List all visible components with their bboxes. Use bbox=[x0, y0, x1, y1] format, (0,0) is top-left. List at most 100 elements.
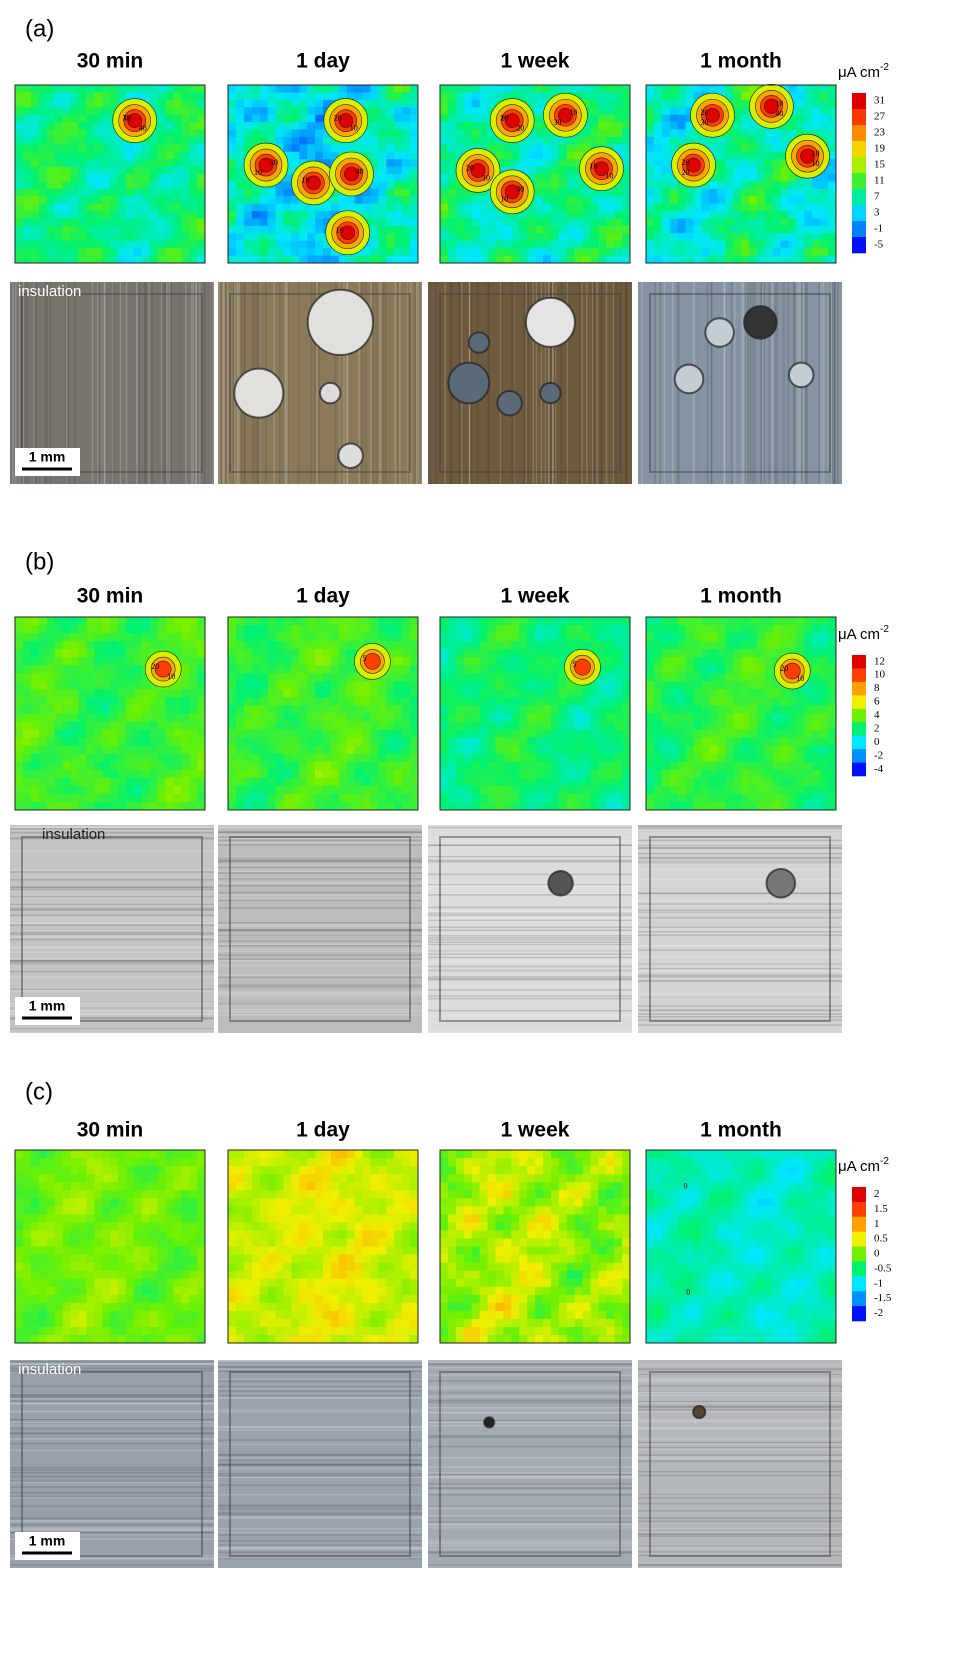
heatmap-cell bbox=[150, 770, 158, 779]
heatmap-cell bbox=[23, 730, 31, 739]
heatmap-cell bbox=[118, 144, 126, 152]
heatmap-cell bbox=[252, 196, 260, 204]
heatmap-cell bbox=[189, 144, 197, 152]
heatmap-cell bbox=[535, 226, 543, 234]
heatmap-cell bbox=[394, 233, 402, 241]
heatmap-cell bbox=[804, 714, 812, 723]
heatmap-cell bbox=[173, 196, 181, 204]
heatmap-cell bbox=[527, 144, 535, 152]
heatmap-cell bbox=[440, 657, 448, 666]
heatmap-cell bbox=[394, 152, 402, 160]
heatmap-cell bbox=[323, 754, 331, 763]
heatmap-cell bbox=[717, 705, 725, 714]
heatmap-cell bbox=[173, 730, 181, 739]
heatmap-cell bbox=[291, 100, 299, 108]
heatmap-cell bbox=[268, 107, 276, 115]
heatmap-cell bbox=[440, 673, 448, 682]
heatmap-cell bbox=[765, 130, 773, 138]
heatmap-cell bbox=[276, 92, 284, 100]
heatmap-cell bbox=[394, 100, 402, 108]
heatmap-cell bbox=[733, 722, 741, 731]
heatmap-cell bbox=[646, 617, 654, 626]
heatmap-cell bbox=[820, 226, 828, 234]
heatmap-cell bbox=[503, 152, 511, 160]
heatmap-cell bbox=[796, 617, 804, 626]
heatmap-cell bbox=[394, 219, 402, 227]
heatmap-cell bbox=[654, 633, 662, 642]
heatmap-cell bbox=[315, 144, 323, 152]
heatmap-cell bbox=[244, 778, 252, 787]
heatmap-cell bbox=[820, 85, 828, 93]
heatmap-cell bbox=[252, 754, 260, 763]
heatmap-cell bbox=[575, 754, 583, 763]
heatmap-cell bbox=[94, 204, 102, 212]
heatmap-cell bbox=[331, 665, 339, 674]
heatmap-cell bbox=[472, 754, 480, 763]
heatmap-cell bbox=[527, 233, 535, 241]
heatmap-cell bbox=[717, 633, 725, 642]
heatmap-cell bbox=[575, 705, 583, 714]
heatmap-cell bbox=[355, 256, 363, 264]
heatmap-cell bbox=[252, 770, 260, 779]
heatmap-cell bbox=[197, 115, 205, 123]
heatmap-cell bbox=[228, 122, 236, 130]
heatmap-cell bbox=[197, 665, 205, 674]
heatmap-cell bbox=[244, 633, 252, 642]
heatmap-cell bbox=[757, 649, 765, 658]
heatmap-cell bbox=[23, 211, 31, 219]
heatmap-cell bbox=[315, 248, 323, 256]
heatmap-cell bbox=[347, 196, 355, 204]
heatmap-cell bbox=[622, 137, 630, 145]
heatmap-cell bbox=[741, 625, 749, 634]
heatmap-cell bbox=[39, 697, 47, 706]
heatmap-cell bbox=[622, 689, 630, 698]
heatmap-cell bbox=[323, 649, 331, 658]
heatmap-cell bbox=[583, 762, 591, 771]
heatmap-cell bbox=[456, 705, 464, 714]
heatmap-cell bbox=[622, 705, 630, 714]
heatmap-cell bbox=[47, 152, 55, 160]
heatmap-cell bbox=[283, 241, 291, 249]
heatmap-cell bbox=[464, 204, 472, 212]
heatmap-cell bbox=[456, 722, 464, 731]
heatmap-cell bbox=[590, 107, 598, 115]
heatmap-cell bbox=[440, 689, 448, 698]
heatmap-cell bbox=[796, 689, 804, 698]
heatmap-cell bbox=[276, 665, 284, 674]
heatmap-cell bbox=[527, 211, 535, 219]
heatmap-cell bbox=[394, 115, 402, 123]
heatmap-cell bbox=[307, 85, 315, 93]
heatmap-cell bbox=[535, 673, 543, 682]
heatmap-cell bbox=[773, 196, 781, 204]
heatmap-cell bbox=[110, 248, 118, 256]
heatmap-cell bbox=[480, 633, 488, 642]
heatmap-cell bbox=[757, 681, 765, 690]
heatmap-cell bbox=[828, 189, 836, 197]
heatmap-cell bbox=[495, 85, 503, 93]
heatmap-cell bbox=[86, 689, 94, 698]
heatmap-cell bbox=[551, 641, 559, 650]
heatmap-cell bbox=[94, 115, 102, 123]
heatmap-cell bbox=[543, 714, 551, 723]
heatmap-cell bbox=[142, 625, 150, 634]
heatmap-cell bbox=[276, 649, 284, 658]
heatmap-cell bbox=[733, 256, 741, 264]
heatmap-cell bbox=[189, 746, 197, 755]
heatmap-cell bbox=[228, 115, 236, 123]
heatmap-cell bbox=[189, 714, 197, 723]
heatmap-cell bbox=[165, 130, 173, 138]
heatmap-cell bbox=[165, 633, 173, 642]
heatmap-cell bbox=[440, 204, 448, 212]
heatmap-cell bbox=[789, 189, 797, 197]
heatmap-cell bbox=[796, 705, 804, 714]
heatmap-cell bbox=[94, 705, 102, 714]
heatmap-cell bbox=[646, 233, 654, 241]
heatmap-cell bbox=[796, 722, 804, 731]
heatmap-cell bbox=[678, 226, 686, 234]
heatmap-cell bbox=[511, 714, 519, 723]
heatmap-cell bbox=[15, 754, 23, 763]
heatmap-cell bbox=[78, 730, 86, 739]
heatmap-cell bbox=[820, 100, 828, 108]
heatmap-cell bbox=[773, 130, 781, 138]
heatmap-cell bbox=[126, 738, 134, 747]
